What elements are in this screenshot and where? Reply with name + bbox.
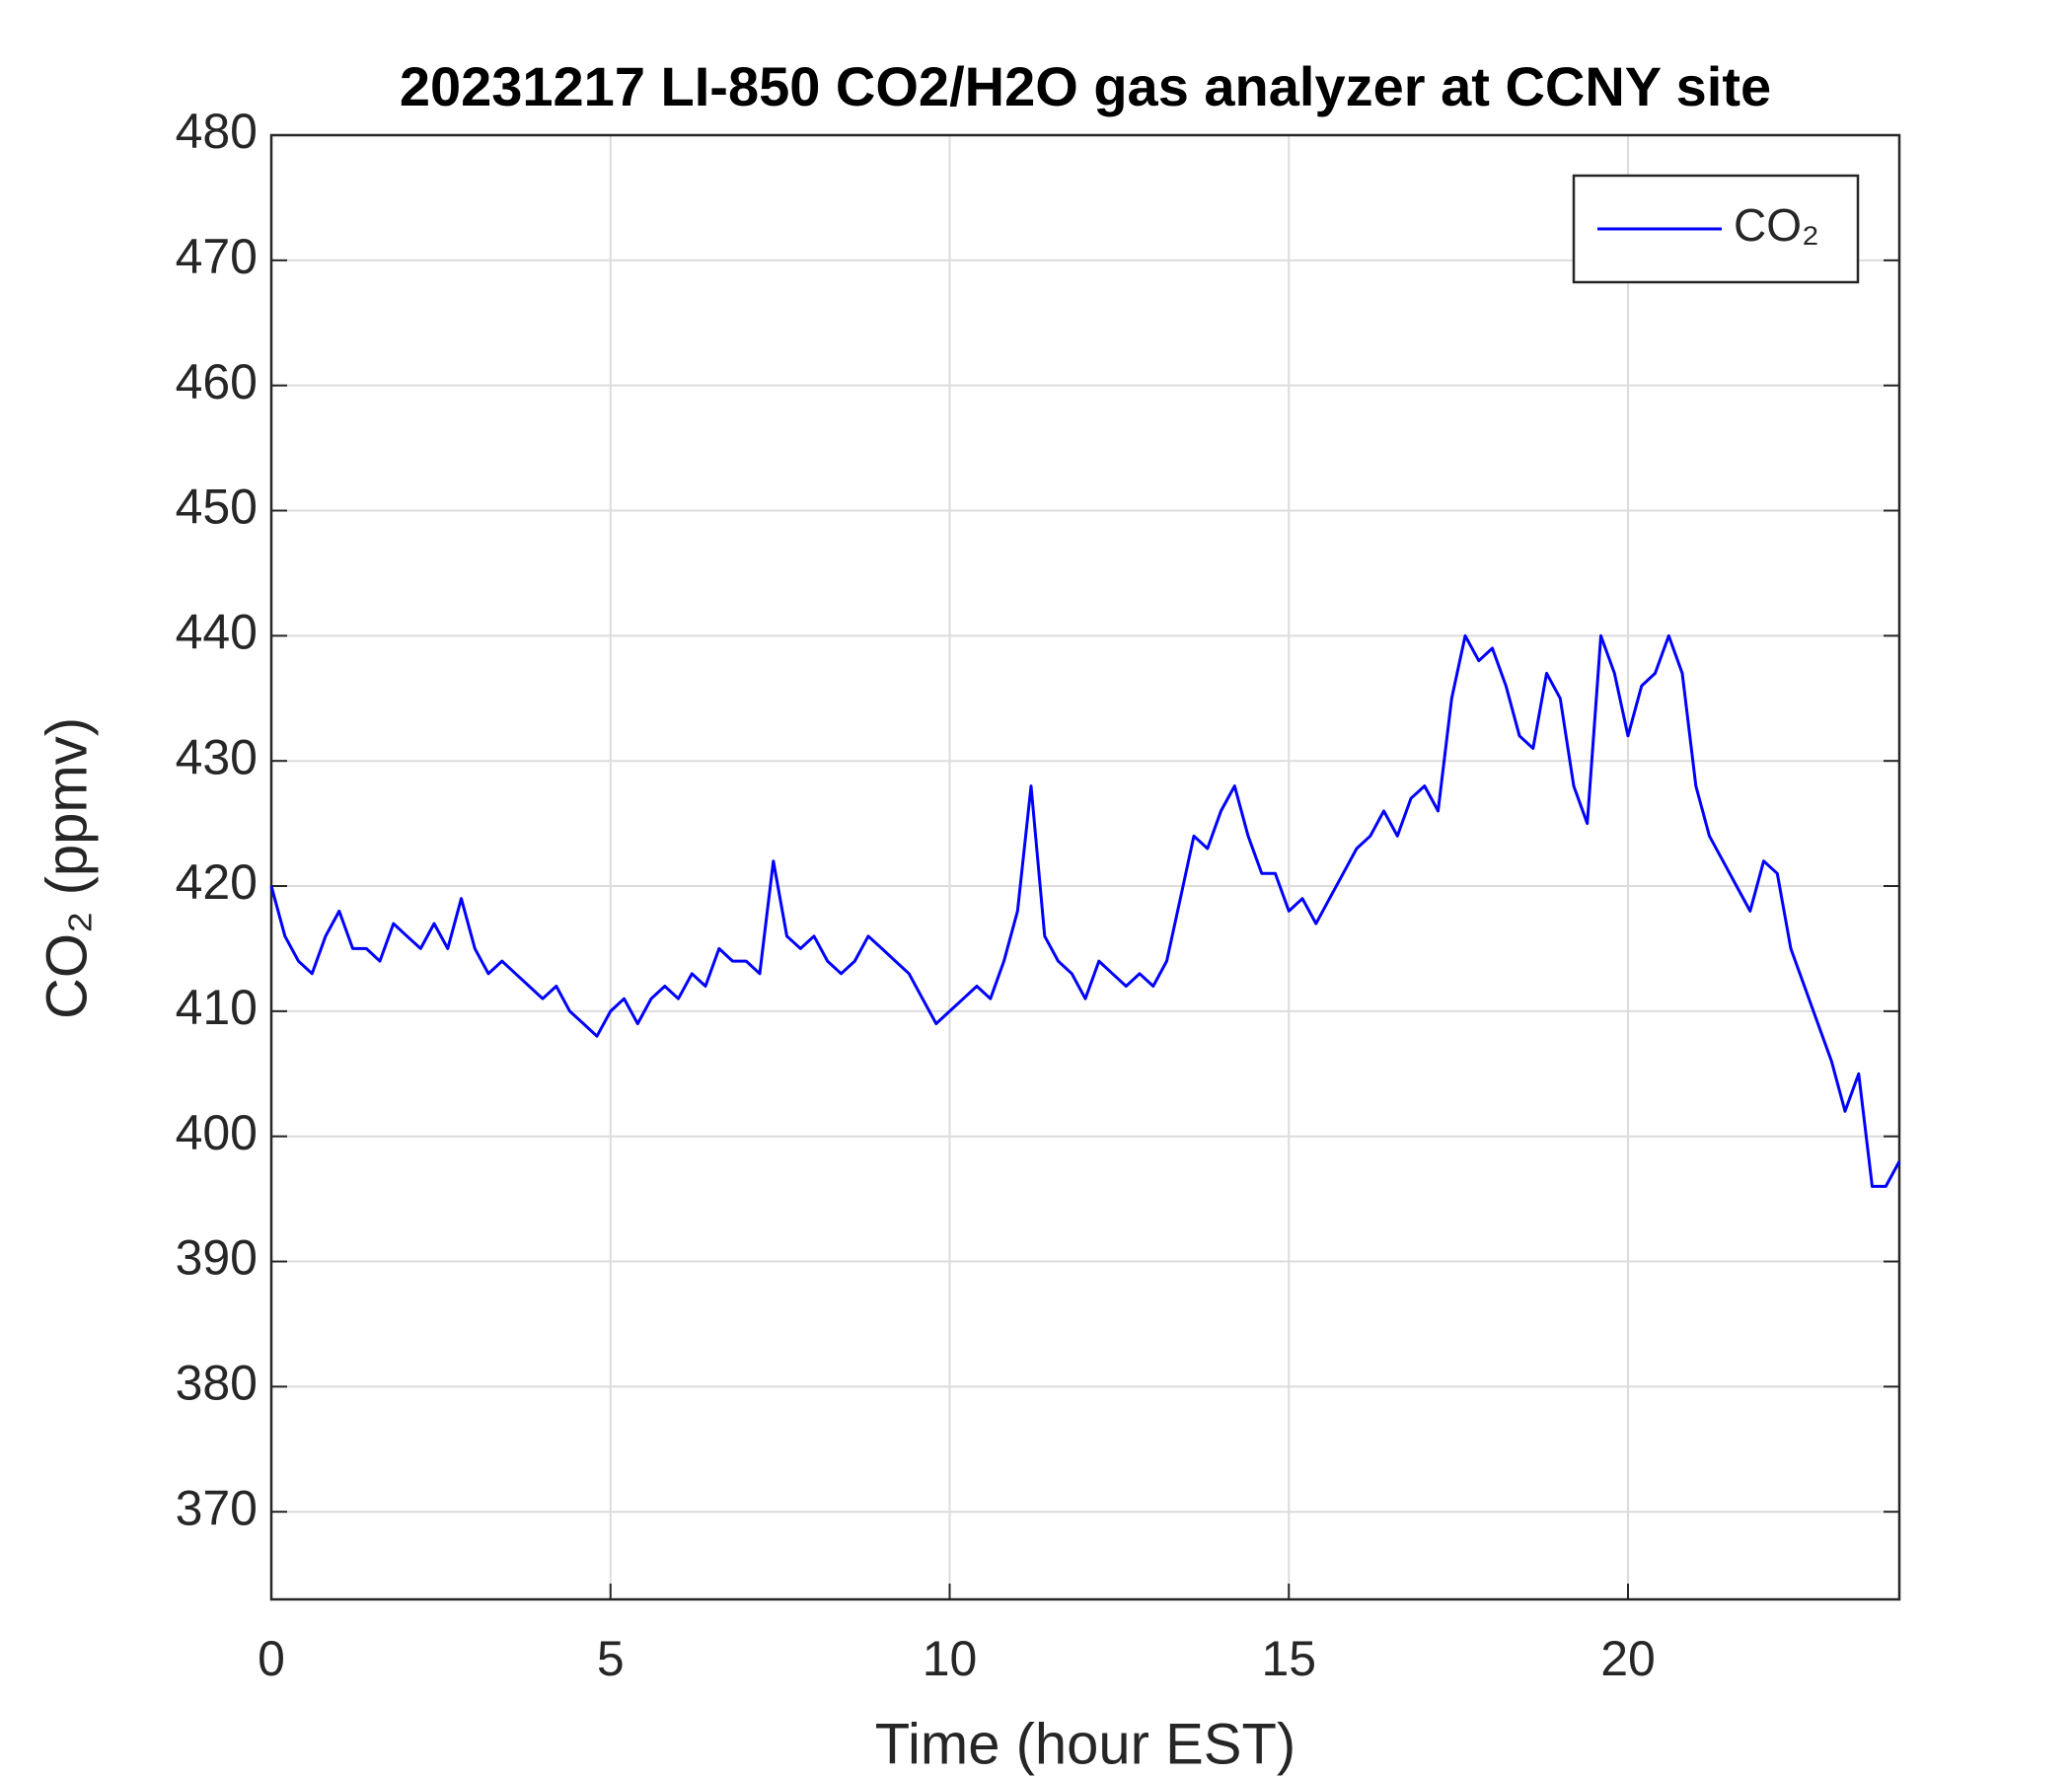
- x-tick-label: 15: [1261, 1631, 1316, 1686]
- y-axis-label: CO₂ (ppmv): [35, 717, 99, 1019]
- data-line: [269, 633, 1901, 1188]
- y-tick-label: 480: [176, 104, 258, 159]
- y-tick-label: 450: [176, 480, 258, 535]
- y-tick-label: 380: [176, 1356, 258, 1411]
- y-tick-label: 440: [176, 605, 258, 660]
- y-tick-label: 370: [176, 1480, 258, 1535]
- y-tick-label: 410: [176, 980, 258, 1035]
- x-tick-label: 0: [258, 1631, 285, 1686]
- y-tick-label: 470: [176, 229, 258, 284]
- x-axis-label: Time (hour EST): [875, 1712, 1295, 1776]
- y-tick-label: 460: [176, 354, 258, 409]
- plot-frame: [269, 133, 1901, 1601]
- legend-label: CO₂: [1734, 199, 1819, 251]
- y-tick-label: 430: [176, 729, 258, 784]
- y-tick-label: 390: [176, 1230, 258, 1286]
- x-tick-label: 20: [1600, 1631, 1656, 1686]
- y-tick-label: 420: [176, 854, 258, 910]
- y-tick-label: 400: [176, 1105, 258, 1160]
- x-tick-label: 5: [597, 1631, 625, 1686]
- chart-title: 20231217 LI-850 CO2/H2O gas analyzer at …: [400, 55, 1771, 117]
- x-tick-label: 10: [923, 1631, 978, 1686]
